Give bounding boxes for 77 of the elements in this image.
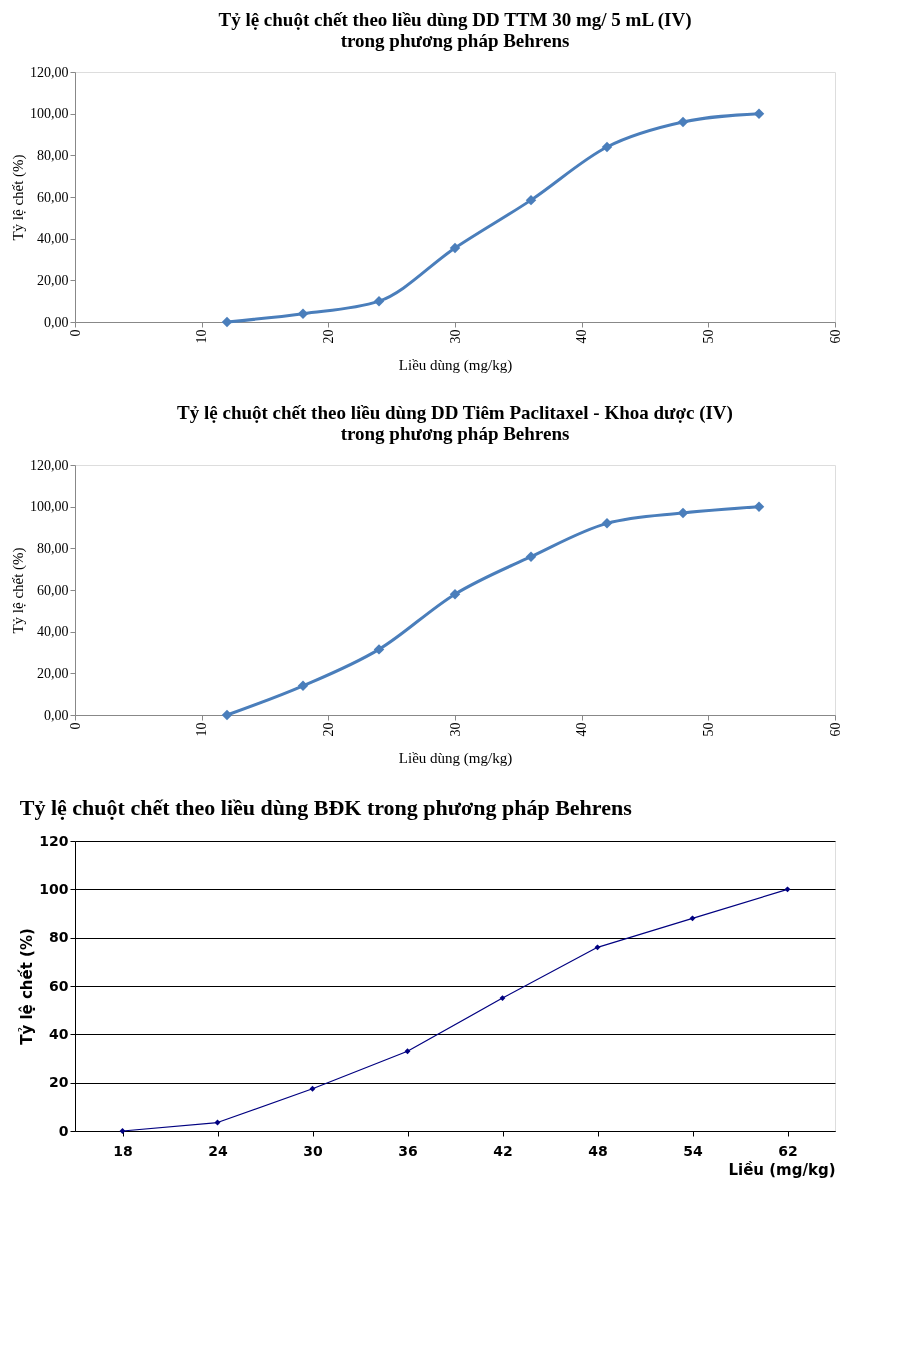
y-tick-label: 120,00 <box>30 64 69 80</box>
point <box>525 551 537 562</box>
y-tick-label: 120,00 <box>30 457 69 473</box>
y-tick-label: 0,00 <box>44 707 69 723</box>
y-tick-label: 60,00 <box>37 189 69 205</box>
x-axis-title: Liều dùng (mg/kg) <box>398 749 513 767</box>
chart-title: Tỷ lệ chuột chết theo liều dùng BĐK trong phương pháp Behrens <box>19 795 633 820</box>
y-tick-label: 100 <box>39 880 69 897</box>
point <box>689 915 696 922</box>
point <box>373 644 385 655</box>
point <box>449 588 461 600</box>
point <box>594 944 601 951</box>
x-axis-title: Liều (mg/kg) <box>728 1159 836 1179</box>
y-tick-label: 60,00 <box>37 582 69 598</box>
x-tick-label: 48 <box>588 1142 608 1159</box>
x-tick-label: 54 <box>683 1142 703 1159</box>
x-tick-label: 40 <box>574 329 590 344</box>
x-tick-label: 60 <box>827 722 843 737</box>
point <box>119 1128 126 1134</box>
x-tick-label: 30 <box>447 329 463 344</box>
y-tick-label: 100,00 <box>30 499 69 515</box>
x-tick-label: 50 <box>700 722 716 737</box>
y-tick-label: 100,00 <box>30 106 69 122</box>
y-axis-title: Tỷ lệ chết (%) <box>10 547 27 634</box>
point <box>221 709 233 721</box>
x-tick-label: 62 <box>778 1142 798 1159</box>
x-tick-label: 10 <box>194 722 210 737</box>
y-tick-label: 40 <box>49 1025 69 1042</box>
x-axis-title: Liều dùng (mg/kg) <box>398 356 513 374</box>
text: Tỷ lệ chuột chết theo liều dùng DD TTM 30 mg/ 5 mL (IV) <box>218 9 692 30</box>
point <box>677 507 689 519</box>
text: trong phương pháp Behrens <box>340 30 570 51</box>
y-tick-label: 80 <box>49 929 69 946</box>
x-tick-label: 60 <box>827 329 843 344</box>
x-tick-label: 20 <box>320 722 336 737</box>
y-tick-label: 20 <box>49 1074 69 1091</box>
point <box>449 242 461 254</box>
y-tick-label: 120 <box>39 832 69 849</box>
x-tick-label: 0 <box>67 722 83 730</box>
point <box>601 518 613 529</box>
point <box>753 501 765 512</box>
point <box>784 886 791 893</box>
x-tick-label: 50 <box>700 329 716 344</box>
y-tick-label: 0 <box>58 1122 69 1139</box>
y-tick-label: 80,00 <box>37 147 69 163</box>
x-tick-label: 18 <box>113 1142 133 1159</box>
x-tick-label: 42 <box>493 1142 513 1159</box>
y-tick-label: 20,00 <box>37 272 69 288</box>
y-tick-label: 60 <box>49 977 69 994</box>
y-tick-label: 40,00 <box>37 624 69 640</box>
point <box>499 995 506 1002</box>
point <box>525 194 537 206</box>
text: trong phương pháp Behrens <box>340 423 570 444</box>
x-tick-label: 36 <box>398 1142 418 1159</box>
x-tick-label: 20 <box>320 329 336 344</box>
text: Tỷ lệ chuột chết theo liều dùng DD Tiêm Paclitaxel - Khoa dược (IV) <box>177 402 733 423</box>
x-tick-label: 24 <box>208 1142 228 1159</box>
x-tick-label: 30 <box>303 1142 323 1159</box>
x-tick-label: 30 <box>447 722 463 737</box>
x-tick-label: 40 <box>574 722 590 737</box>
point <box>677 116 689 128</box>
x-tick-label: 0 <box>67 329 83 337</box>
point <box>297 680 309 692</box>
point <box>753 108 765 119</box>
y-tick-label: 80,00 <box>37 540 69 556</box>
point <box>221 316 233 328</box>
y-axis-title: Tỷ lệ chết (%) <box>10 154 27 241</box>
point <box>404 1048 411 1055</box>
y-tick-label: 0,00 <box>44 314 69 330</box>
y-tick-label: 20,00 <box>37 665 69 681</box>
point <box>309 1085 316 1092</box>
point <box>297 308 309 319</box>
y-axis-title: Tỷ lệ chết (%) <box>17 928 37 1045</box>
x-tick-label: 10 <box>194 329 210 344</box>
y-tick-label: 40,00 <box>37 231 69 247</box>
point <box>373 295 385 307</box>
point <box>601 141 613 153</box>
